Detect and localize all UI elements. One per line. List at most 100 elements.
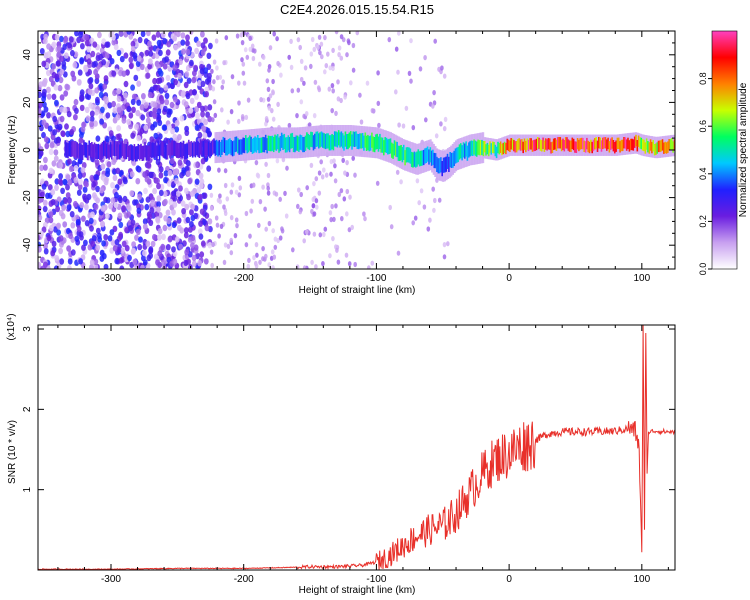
- ridge-core: [268, 135, 271, 152]
- noise-speckle: [192, 89, 197, 96]
- noise-speckle: [255, 252, 259, 258]
- ridge-core: [324, 133, 327, 150]
- ridge-core: [169, 142, 171, 158]
- ridge-core: [307, 133, 309, 150]
- noise-speckle: [258, 259, 262, 265]
- noise-speckle: [66, 227, 71, 235]
- noise-speckle: [119, 265, 125, 269]
- ridge-core: [596, 140, 599, 152]
- noise-speckle: [345, 52, 349, 58]
- noise-speckle: [98, 54, 103, 61]
- noise-speckle: [314, 176, 319, 182]
- ridge-core: [99, 144, 101, 160]
- noise-speckle: [46, 112, 51, 119]
- noise-speckle: [93, 68, 98, 76]
- noise-speckle: [275, 158, 280, 164]
- noise-speckle: [70, 249, 76, 256]
- noise-speckle: [166, 180, 172, 187]
- ridge-core: [198, 142, 201, 158]
- noise-speckle: [166, 111, 172, 118]
- noise-speckle: [415, 178, 420, 184]
- noise-speckle: [144, 203, 150, 211]
- noise-speckle: [142, 218, 148, 225]
- noise-speckle: [126, 211, 132, 218]
- ridge-core: [215, 139, 218, 155]
- ridge-core: [116, 144, 118, 160]
- ridge-core: [399, 145, 401, 161]
- ridge-core: [136, 146, 138, 162]
- noise-speckle: [250, 198, 255, 204]
- ridge-core: [591, 141, 593, 154]
- ridge-core: [595, 137, 597, 149]
- noise-speckle: [241, 116, 245, 122]
- noise-speckle: [172, 64, 178, 71]
- noise-speckle: [56, 51, 62, 58]
- x-tick-label: 0: [506, 273, 512, 284]
- noise-speckle: [230, 182, 235, 188]
- noise-speckle: [60, 130, 66, 137]
- noise-speckle: [317, 190, 322, 196]
- noise-speckle: [88, 82, 94, 90]
- noise-speckle: [59, 55, 64, 62]
- ridge-core: [525, 140, 527, 153]
- noise-speckle: [397, 31, 401, 36]
- ridge-core: [509, 140, 511, 152]
- ridge-core: [466, 145, 469, 161]
- noise-speckle: [156, 182, 161, 190]
- noise-speckle: [116, 88, 122, 95]
- noise-speckle: [206, 63, 212, 70]
- noise-speckle: [394, 89, 398, 95]
- ridge-core: [254, 136, 256, 152]
- noise-speckle: [189, 221, 194, 228]
- noise-speckle: [339, 97, 343, 104]
- noise-speckle: [90, 211, 95, 218]
- ridge-core: [518, 138, 520, 150]
- ridge-core: [104, 141, 106, 157]
- noise-speckle: [202, 192, 208, 199]
- noise-speckle: [84, 93, 90, 100]
- noise-speckle: [67, 258, 73, 265]
- ridge-core: [537, 137, 539, 149]
- noise-speckle: [147, 63, 153, 70]
- noise-speckle: [142, 223, 148, 230]
- noise-speckle: [165, 209, 171, 216]
- ridge-core: [477, 139, 479, 155]
- noise-speckle: [88, 217, 94, 225]
- noise-speckle: [89, 259, 95, 266]
- ridge-core: [383, 140, 385, 156]
- ridge-core: [229, 138, 231, 154]
- noise-speckle: [61, 60, 67, 67]
- ridge-core: [107, 143, 109, 159]
- ridge-core: [418, 151, 421, 167]
- noise-speckle: [140, 31, 146, 38]
- noise-speckle: [323, 35, 327, 41]
- noise-speckle: [264, 226, 269, 232]
- noise-speckle: [77, 172, 83, 179]
- noise-speckle: [264, 121, 268, 127]
- ridge-core: [241, 139, 243, 155]
- ridge-core: [328, 135, 331, 151]
- ridge-core: [369, 135, 372, 151]
- noise-speckle: [266, 172, 271, 179]
- noise-speckle: [183, 232, 189, 239]
- ridge-core: [400, 145, 402, 161]
- x-tick-label: -100: [366, 273, 386, 284]
- noise-speckle: [109, 229, 115, 236]
- noise-speckle: [233, 233, 238, 239]
- noise-speckle: [70, 222, 76, 229]
- x-tick-label: 0: [506, 574, 512, 585]
- ridge-core: [253, 137, 255, 153]
- ridge-core: [385, 137, 388, 153]
- ridge-core: [357, 134, 360, 150]
- ridge-core: [511, 138, 514, 150]
- noise-speckle: [304, 111, 309, 117]
- noise-speckle: [152, 77, 158, 85]
- noise-speckle: [270, 249, 275, 255]
- noise-speckle: [229, 215, 234, 221]
- noise-speckle: [249, 208, 253, 214]
- noise-speckle: [47, 184, 53, 191]
- noise-speckle: [42, 77, 48, 85]
- ridge-core: [176, 142, 178, 158]
- noise-speckle: [331, 47, 335, 54]
- noise-speckle: [314, 264, 318, 269]
